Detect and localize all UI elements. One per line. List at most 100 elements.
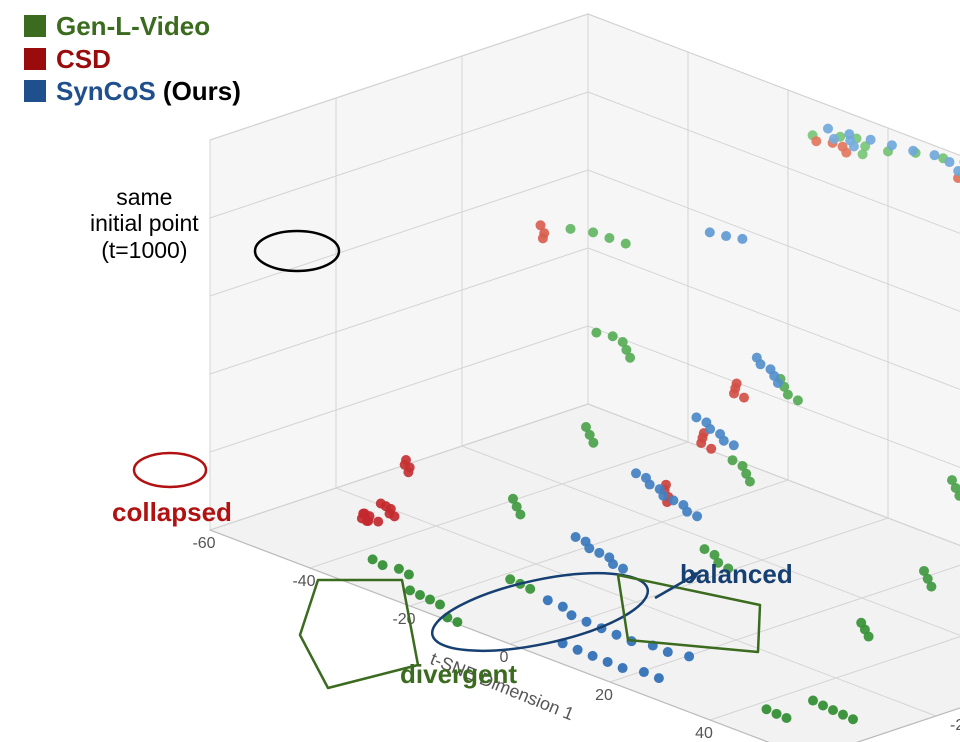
scatter-point <box>558 602 568 612</box>
scatter-point <box>373 517 383 527</box>
scatter-point <box>604 233 614 243</box>
scatter-point <box>945 157 955 167</box>
scatter-point <box>756 359 766 369</box>
scatter-point <box>654 673 664 683</box>
scatter-point <box>538 233 548 243</box>
scatter-point <box>844 129 854 139</box>
scatter-point <box>582 617 592 627</box>
scatter-point <box>782 713 792 723</box>
scatter-point <box>405 585 415 595</box>
scatter-point <box>584 543 594 553</box>
scatter-point <box>639 667 649 677</box>
annotation-collapsed: collapsed <box>112 498 232 528</box>
scatter-point <box>543 595 553 605</box>
scatter-point <box>390 511 400 521</box>
scatter-point <box>700 544 710 554</box>
scatter-point <box>588 438 598 448</box>
scatter-point <box>515 510 525 520</box>
scatter-point <box>705 424 715 434</box>
scatter-point <box>625 353 635 363</box>
scatter-point <box>682 507 692 517</box>
scatter-point <box>828 705 838 715</box>
scatter-point <box>926 582 936 592</box>
scatter-point <box>403 467 413 477</box>
plot-svg: -60-40-200204060-40-20020020040060080010… <box>0 0 960 742</box>
annotation-divergent: divergent <box>400 660 517 690</box>
scatter-point <box>808 696 818 706</box>
svg-text:-60: -60 <box>192 535 215 552</box>
scatter-point <box>505 574 515 584</box>
svg-text:40: 40 <box>695 725 713 742</box>
scatter-point <box>818 701 828 711</box>
scatter-point <box>363 516 373 526</box>
legend-swatch <box>24 15 46 37</box>
scatter-point <box>772 709 782 719</box>
annotation-balanced: balanced <box>680 560 793 590</box>
legend-label: CSD <box>56 43 111 76</box>
scatter-point <box>603 657 613 667</box>
scatter-point <box>684 651 694 661</box>
scatter-point <box>930 150 940 160</box>
scatter-point <box>823 124 833 134</box>
legend-label: SynCoS (Ours) <box>56 75 241 108</box>
scatter-point <box>618 564 628 574</box>
scatter-point <box>588 651 598 661</box>
scatter-point <box>668 495 678 505</box>
scatter-point <box>762 704 772 714</box>
scatter-point <box>618 663 628 673</box>
scatter-point <box>729 388 739 398</box>
scatter-point <box>621 239 631 249</box>
legend-item: CSD <box>24 43 241 76</box>
scatter-point <box>864 632 874 642</box>
scatter-point <box>745 477 755 487</box>
scatter-point <box>858 149 868 159</box>
scatter-point <box>404 570 414 580</box>
scatter-point <box>631 468 641 478</box>
scatter-point <box>591 328 601 338</box>
scatter-point <box>608 559 618 569</box>
svg-text:-20: -20 <box>950 717 960 734</box>
scatter-point <box>394 564 404 574</box>
scatter-point <box>728 455 738 465</box>
scatter-point <box>658 491 668 501</box>
scatter-point <box>793 395 803 405</box>
scatter-point <box>838 710 848 720</box>
scatter-point <box>588 227 598 237</box>
annotation-same-initial: sameinitial point(t=1000) <box>90 184 199 263</box>
scatter-point <box>811 136 821 146</box>
scatter-point <box>706 444 716 454</box>
scatter-point <box>415 590 425 600</box>
scatter-point <box>729 440 739 450</box>
scatter-point <box>848 714 858 724</box>
legend-swatch <box>24 80 46 102</box>
scatter-point <box>692 511 702 521</box>
scatter-point <box>908 146 918 156</box>
svg-text:-20: -20 <box>392 611 415 628</box>
scatter-point <box>849 142 859 152</box>
scatter-point <box>773 378 783 388</box>
scatter-point <box>368 554 378 564</box>
scatter-point <box>696 438 706 448</box>
legend-item: SynCoS (Ours) <box>24 75 241 108</box>
scatter-point <box>691 412 701 422</box>
scatter-point <box>829 134 839 144</box>
scatter-point <box>645 480 655 490</box>
scatter-point <box>571 532 581 542</box>
scatter-point <box>608 331 618 341</box>
scatter-point <box>573 645 583 655</box>
scatter-point <box>594 548 604 558</box>
scatter-point <box>663 647 673 657</box>
scatter-point <box>566 224 576 234</box>
scatter-point <box>567 610 577 620</box>
scatter-point <box>378 560 388 570</box>
scatter-point <box>721 231 731 241</box>
scatter-point <box>705 227 715 237</box>
scatter-point <box>435 600 445 610</box>
svg-text:-40: -40 <box>292 573 315 590</box>
scatter-point <box>525 584 535 594</box>
scatter-point <box>739 393 749 403</box>
scatter-point <box>866 135 876 145</box>
legend-label: Gen-L-Video <box>56 10 210 43</box>
scatter-point <box>719 436 729 446</box>
scatter-point <box>452 617 462 627</box>
